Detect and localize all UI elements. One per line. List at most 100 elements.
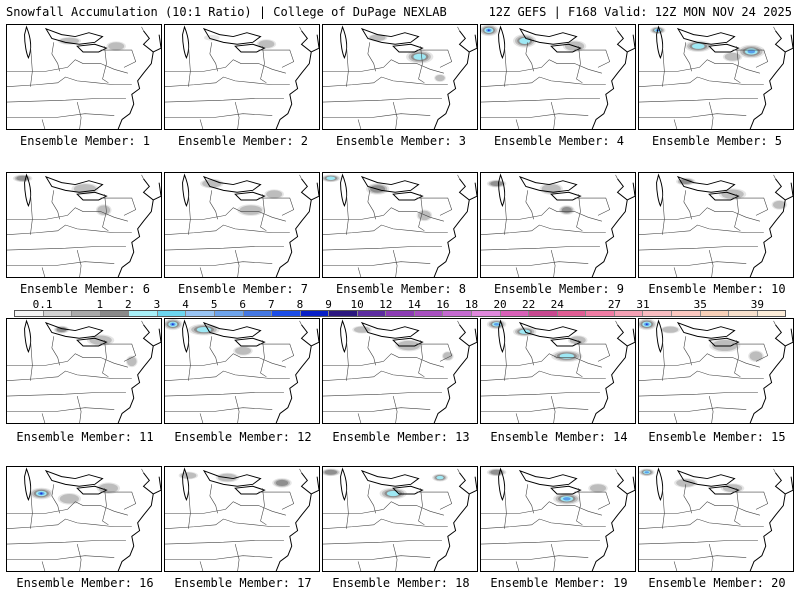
ensemble-member-label: Ensemble Member: 8 bbox=[335, 282, 467, 296]
snowfall-map bbox=[165, 468, 319, 571]
state-boundaries bbox=[165, 320, 319, 423]
legend-swatch bbox=[243, 311, 273, 316]
ensemble-member-label: Ensemble Member: 11 bbox=[16, 430, 154, 444]
ensemble-map-panel bbox=[164, 318, 320, 424]
ensemble-member-label: Ensemble Member: 5 bbox=[651, 134, 783, 148]
state-boundaries bbox=[165, 468, 319, 571]
map-title: Snowfall Accumulation (10:1 Ratio) | Col… bbox=[6, 5, 447, 19]
snowfall-contour bbox=[386, 490, 400, 497]
ensemble-map-panel bbox=[480, 24, 636, 130]
snowfall-map bbox=[481, 174, 635, 277]
snowfall-contour bbox=[266, 190, 283, 199]
ensemble-map-panel bbox=[322, 172, 478, 278]
legend-label: 14 bbox=[407, 298, 421, 311]
legend-swatch bbox=[414, 311, 444, 316]
ensemble-member-label: Ensemble Member: 19 bbox=[490, 576, 628, 590]
snowfall-contour bbox=[435, 74, 445, 82]
snowfall-contour bbox=[561, 207, 572, 214]
snowfall-contour bbox=[490, 181, 503, 187]
snowfall-contour bbox=[436, 475, 444, 480]
legend-label: 16 bbox=[436, 298, 450, 311]
legend-swatch bbox=[386, 311, 415, 316]
snowfall-contour bbox=[202, 179, 222, 188]
legend-label: 20 bbox=[493, 298, 507, 311]
snowfall-map bbox=[481, 319, 635, 423]
state-boundaries bbox=[323, 174, 477, 277]
legend-swatch bbox=[43, 311, 73, 316]
ensemble-map-panel bbox=[322, 466, 478, 572]
ensemble-map-panel bbox=[638, 24, 794, 130]
ensemble-map-panel bbox=[638, 318, 794, 424]
legend-label: 27 bbox=[607, 298, 622, 311]
ensemble-member-label: Ensemble Member: 17 bbox=[174, 576, 312, 590]
state-boundaries bbox=[639, 468, 793, 571]
legend-swatch bbox=[72, 311, 101, 316]
legend-label: 8 bbox=[296, 298, 304, 311]
state-boundaries bbox=[7, 320, 161, 423]
legend-label: 24 bbox=[550, 298, 564, 311]
snowfall-map bbox=[165, 174, 319, 277]
snowfall-contour bbox=[98, 483, 118, 493]
snowfall-contour bbox=[724, 52, 741, 61]
snowfall-contour bbox=[443, 352, 453, 361]
ensemble-member-label: Ensemble Member: 14 bbox=[490, 430, 628, 444]
snowfall-contour bbox=[749, 351, 763, 361]
ensemble-member-label: Ensemble Member: 13 bbox=[332, 430, 470, 444]
snowfall-contour bbox=[747, 49, 756, 54]
legend-swatch bbox=[300, 311, 330, 316]
ensemble-map-panel bbox=[638, 172, 794, 278]
snowfall-map bbox=[639, 174, 793, 277]
snowfall-contour bbox=[326, 176, 336, 181]
ensemble-member-label: Ensemble Member: 10 bbox=[648, 282, 786, 296]
snowfall-map bbox=[323, 468, 477, 571]
snowfall-map bbox=[323, 320, 477, 423]
legend-swatch bbox=[157, 311, 187, 316]
state-boundaries bbox=[481, 468, 635, 571]
legend-label: 0.1 bbox=[32, 298, 53, 311]
snowfall-contour bbox=[562, 497, 571, 501]
snowfall-contour bbox=[679, 179, 693, 184]
legend-swatch bbox=[129, 311, 158, 316]
ensemble-member-label: Ensemble Member: 3 bbox=[335, 134, 467, 148]
ensemble-map-panel bbox=[480, 172, 636, 278]
ensemble-member-label: Ensemble Member: 18 bbox=[332, 576, 470, 590]
snowfall-legend-bar bbox=[14, 310, 786, 317]
legend-label: 18 bbox=[464, 298, 479, 311]
snowfall-map bbox=[639, 319, 793, 423]
state-boundaries bbox=[323, 320, 477, 423]
state-boundaries bbox=[481, 26, 635, 129]
ensemble-map-panel bbox=[480, 318, 636, 424]
snowfall-contour bbox=[235, 346, 251, 355]
legend-swatch bbox=[214, 311, 244, 316]
state-boundaries bbox=[165, 174, 319, 277]
ensemble-member-label: Ensemble Member: 20 bbox=[648, 576, 786, 590]
state-boundaries bbox=[639, 174, 793, 277]
snowfall-contour bbox=[40, 492, 43, 495]
ensemble-member-label: Ensemble Member: 1 bbox=[19, 134, 151, 148]
ensemble-member-label: Ensemble Member: 15 bbox=[648, 430, 786, 444]
legend-label: 7 bbox=[268, 298, 275, 311]
legend-swatch bbox=[357, 311, 387, 316]
legend-label: 12 bbox=[379, 298, 393, 311]
ensemble-map-panel bbox=[164, 24, 320, 130]
snowfall-contour bbox=[127, 356, 137, 367]
snowfall-contour bbox=[676, 478, 696, 487]
ensemble-map-panel bbox=[6, 318, 162, 424]
legend-label: 35 bbox=[693, 298, 707, 311]
legend-label: 31 bbox=[636, 298, 650, 311]
ensemble-member-label: Ensemble Member: 12 bbox=[174, 430, 312, 444]
legend-label: 1 bbox=[96, 298, 104, 311]
snowfall-contour bbox=[493, 322, 500, 326]
legend-swatch bbox=[700, 311, 730, 316]
snowfall-contour bbox=[644, 471, 649, 474]
run-info: 12Z GEFS | F168 Valid: 12Z MON NOV 24 20… bbox=[488, 5, 792, 19]
snowfall-map bbox=[481, 468, 635, 571]
legend-labels: 0.1 1 2 3 4 5 6 7 8 9 10 12 14 16 18 20 22 24 27 31 35 39 bbox=[0, 298, 800, 311]
legend-swatch bbox=[671, 311, 701, 316]
state-boundaries bbox=[639, 320, 793, 423]
snowfall-contour bbox=[559, 353, 574, 359]
snowfall-map bbox=[7, 468, 161, 571]
state-boundaries bbox=[323, 468, 477, 571]
legend-label: 3 bbox=[153, 298, 161, 311]
ensemble-member-label: Ensemble Member: 7 bbox=[177, 282, 309, 296]
